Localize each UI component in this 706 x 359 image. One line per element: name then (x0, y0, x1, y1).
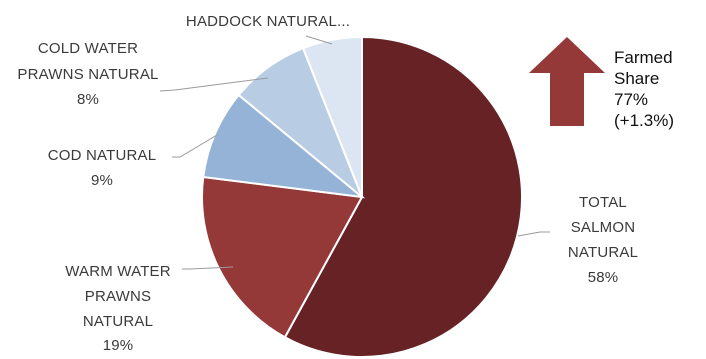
slice-label-warm-water-prawns-line-3: NATURAL (83, 313, 153, 330)
pie-slice-haddock (301, 35, 363, 198)
farmed-share-value: 77% (614, 90, 648, 109)
slice-label-salmon-line-2: SALMON (571, 219, 636, 236)
farmed-share-line-1: Farmed (614, 48, 673, 67)
pie-slice-warm-water-prawns (200, 175, 364, 339)
slice-percent-salmon: 58% (588, 269, 619, 286)
farmed-share-line-2: Share (614, 69, 659, 88)
slice-percent-warm-water-prawns: 19% (103, 337, 134, 354)
slice-label-warm-water-prawns-line-2: PRAWNS (85, 288, 151, 305)
leader-lines (159, 35, 550, 270)
slice-label-cod: COD NATURAL 9% (48, 147, 157, 189)
leader-line-warm-water-prawns (182, 266, 234, 270)
pie-slice-cod (202, 93, 366, 199)
farmed-share-change: (+1.3%) (614, 111, 674, 130)
slice-label-warm-water-prawns-line-1: WARM WATER (65, 263, 171, 280)
leader-line-cold-water-prawns (159, 77, 269, 92)
pie-slices (200, 35, 523, 358)
slice-label-salmon: TOTAL SALMON NATURAL 58% (568, 194, 638, 286)
slice-label-salmon-line-1: TOTAL (579, 194, 627, 211)
up-arrow-icon (529, 37, 605, 126)
farmed-share-annotation: Farmed Share 77% (+1.3%) (529, 37, 674, 130)
slice-percent-cod: 9% (91, 172, 113, 189)
leader-line-haddock (305, 35, 333, 45)
slice-label-cold-water-prawns: COLD WATER PRAWNS NATURAL 8% (17, 40, 158, 108)
leader-line-salmon (517, 231, 550, 237)
slice-label-salmon-line-3: NATURAL (568, 244, 638, 261)
slice-label-haddock-line-1: HADDOCK NATURAL... (186, 13, 350, 30)
slice-label-haddock: HADDOCK NATURAL... (186, 13, 350, 30)
slice-label-cold-water-prawns-line-2: PRAWNS NATURAL (17, 66, 158, 83)
slice-label-cold-water-prawns-line-1: COLD WATER (38, 40, 138, 57)
slice-label-warm-water-prawns: WARM WATER PRAWNS NATURAL 19% (65, 263, 171, 354)
leader-line-cod (172, 134, 218, 158)
slice-percent-cold-water-prawns: 8% (77, 91, 99, 108)
slice-label-cod-line-1: COD NATURAL (48, 147, 157, 164)
pie-slice-salmon (283, 35, 523, 358)
